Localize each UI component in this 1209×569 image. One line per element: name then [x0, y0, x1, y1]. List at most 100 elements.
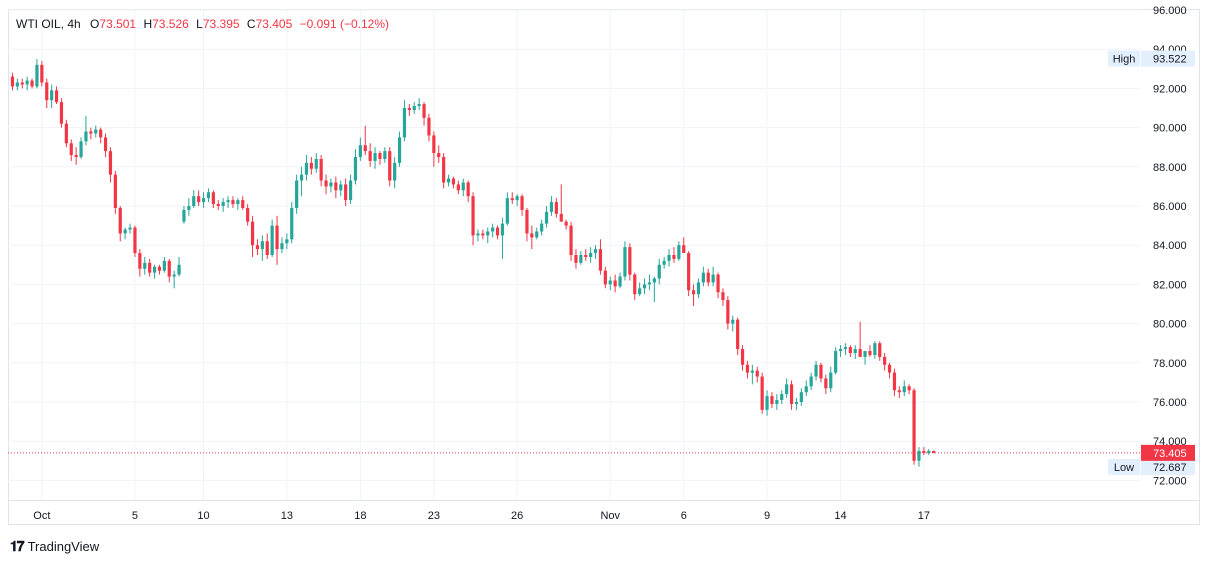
- candle-body: [30, 80, 34, 87]
- time-tick-label: Oct: [33, 510, 50, 522]
- candle-body: [177, 264, 181, 275]
- candle-body: [726, 300, 730, 324]
- candle-body: [652, 278, 656, 283]
- candle-body: [814, 364, 818, 377]
- candle-body: [740, 349, 745, 365]
- candle-body: [618, 276, 622, 287]
- candle-body: [148, 262, 152, 273]
- candle-body: [691, 290, 696, 295]
- candle-body: [780, 394, 784, 401]
- candle-body: [540, 223, 544, 232]
- candle-body: [887, 364, 892, 373]
- candle-body: [584, 255, 588, 257]
- candle-body: [206, 192, 211, 199]
- price-tick-label: 82.000: [1153, 279, 1187, 291]
- candle-body: [270, 225, 274, 255]
- candle-body: [633, 274, 637, 295]
- candle-body: [363, 145, 367, 152]
- candle-body: [94, 129, 98, 134]
- candle-body: [344, 184, 348, 201]
- candle-body: [162, 260, 166, 271]
- candle-body: [402, 108, 407, 138]
- candle-body: [334, 182, 338, 191]
- candle-body: [544, 211, 549, 224]
- candle-body: [74, 155, 78, 157]
- time-axis[interactable]: Oct 5 10 13 18 23 26 Nov 6 9 14 17: [33, 510, 930, 522]
- candle-body: [892, 372, 897, 391]
- candle-body: [868, 351, 872, 355]
- candle-body: [236, 200, 240, 205]
- price-tick-label: 88.000: [1153, 162, 1187, 174]
- time-tick-label: 26: [511, 510, 523, 522]
- time-tick-label: 14: [834, 510, 846, 522]
- candle-body: [319, 158, 323, 181]
- price-tick-label: 92.000: [1153, 83, 1187, 95]
- time-tick-label: Nov: [600, 510, 620, 522]
- candle-body: [745, 364, 750, 373]
- candle-body: [677, 245, 681, 259]
- candle-body: [495, 227, 500, 236]
- candle-body: [520, 196, 524, 210]
- candle-body: [834, 351, 838, 373]
- candle-body: [922, 451, 926, 453]
- candle-body: [216, 204, 220, 206]
- candle-body: [221, 202, 225, 206]
- candle-body: [579, 255, 583, 263]
- time-tick-label: 9: [764, 510, 770, 522]
- candle-body: [559, 213, 563, 222]
- legend-symbol: WTI OIL, 4h: [16, 17, 81, 31]
- candle-body: [290, 207, 294, 240]
- candle-body: [99, 129, 103, 138]
- candle-body: [907, 386, 911, 391]
- candle-body: [701, 272, 705, 283]
- candle-body: [79, 141, 83, 157]
- candle-body: [628, 247, 632, 275]
- candle-body: [819, 364, 823, 379]
- candle-body: [64, 123, 68, 144]
- candle-body: [809, 376, 813, 387]
- candle-body: [393, 162, 397, 181]
- candle-body: [280, 243, 284, 250]
- candle-body: [902, 386, 906, 393]
- candle-body: [417, 104, 421, 107]
- candle-body: [368, 151, 372, 161]
- candle-body: [466, 182, 470, 197]
- time-tick-label: 10: [197, 510, 209, 522]
- candle-body: [932, 451, 936, 453]
- candle-body: [799, 392, 803, 402]
- candle-body: [446, 178, 451, 183]
- low-price-tag-value: 72.687: [1153, 462, 1187, 474]
- price-axis[interactable]: 72.00074.00076.00078.00080.00082.00084.0…: [1153, 5, 1187, 487]
- candle-body: [829, 372, 833, 389]
- candle-body: [510, 198, 514, 201]
- tradingview-logo[interactable]: 𝟏𝟕 TradingView: [10, 538, 99, 555]
- low-price-tag-label: Low: [1114, 462, 1134, 474]
- candle-body: [35, 64, 39, 87]
- high-price-tag-label: High: [1113, 54, 1136, 66]
- candle-body: [750, 370, 754, 373]
- last-price-tag-value: 73.405: [1153, 448, 1187, 460]
- candle-body: [696, 282, 701, 295]
- candle-body: [187, 206, 191, 210]
- legend-low-value: 73.395: [202, 17, 240, 31]
- chart-frame: [8, 9, 1200, 525]
- price-tick-label: 90.000: [1153, 123, 1187, 135]
- candle-body: [422, 104, 426, 118]
- last-price-tag-value-bg: [1141, 444, 1195, 461]
- candle-body: [657, 264, 661, 279]
- candle-body: [471, 196, 475, 236]
- candle-body: [824, 378, 828, 389]
- candle-body: [598, 249, 603, 271]
- price-tick-label: 78.000: [1153, 358, 1187, 370]
- candle-body: [525, 209, 529, 234]
- candle-body: [432, 135, 436, 154]
- candles: [10, 59, 936, 467]
- candle-body: [69, 143, 73, 156]
- low-price-tag-value-bg: [1141, 458, 1195, 475]
- price-tick-label: 76.000: [1153, 397, 1187, 409]
- candle-body: [59, 102, 64, 124]
- candle-body: [182, 209, 186, 222]
- candle-body: [721, 292, 725, 301]
